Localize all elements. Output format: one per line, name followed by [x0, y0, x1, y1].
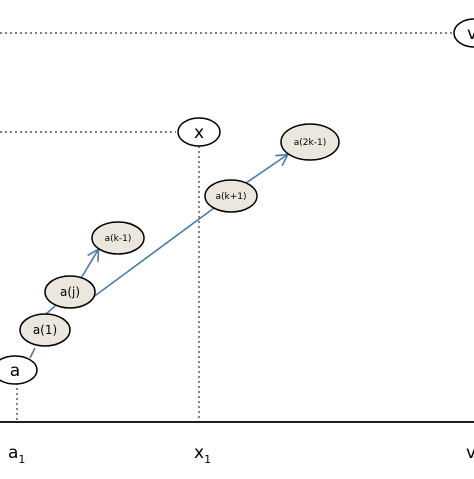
node-a-k-minus-1: a(k-1) [91, 221, 145, 255]
node-a-k-minus-1-label: a(k-1) [105, 234, 132, 244]
node-a-label: a [10, 361, 20, 381]
node-x-label: x [194, 123, 204, 143]
axis-label-a1: a1 [8, 443, 25, 466]
node-a-k-plus-1-label: a(k+1) [215, 192, 246, 202]
axis-label-v: v [466, 443, 474, 463]
node-a: a [0, 355, 38, 385]
arrow-aj-to-ak-plus-1 [91, 207, 215, 299]
axis-label-a1-sub: 1 [18, 453, 25, 466]
node-a-1: a(1) [19, 313, 71, 347]
node-a-2k-minus-1-label: a(2k-1) [294, 138, 326, 148]
node-v: v [453, 18, 474, 48]
node-a-j-label: a(j) [60, 285, 80, 299]
node-x: x [177, 117, 221, 147]
node-a-2k-minus-1: a(2k-1) [280, 123, 340, 161]
node-v-label: v [467, 24, 474, 44]
axis-label-v-main: v [466, 443, 474, 463]
arrow-ak-plus-1-to-a2k-minus-1 [245, 153, 290, 184]
node-a-k-plus-1: a(k+1) [204, 179, 258, 213]
axis-label-x1-main: x [194, 443, 204, 463]
axis-label-a1-main: a [8, 443, 18, 463]
node-a-1-label: a(1) [33, 323, 57, 337]
node-a-j: a(j) [44, 275, 96, 309]
axis-label-x1: x1 [194, 443, 211, 466]
arrow-a-to-a1 [29, 347, 36, 359]
arrow-aj-to-ak-minus-1 [79, 247, 100, 281]
axis-label-x1-sub: 1 [204, 453, 211, 466]
